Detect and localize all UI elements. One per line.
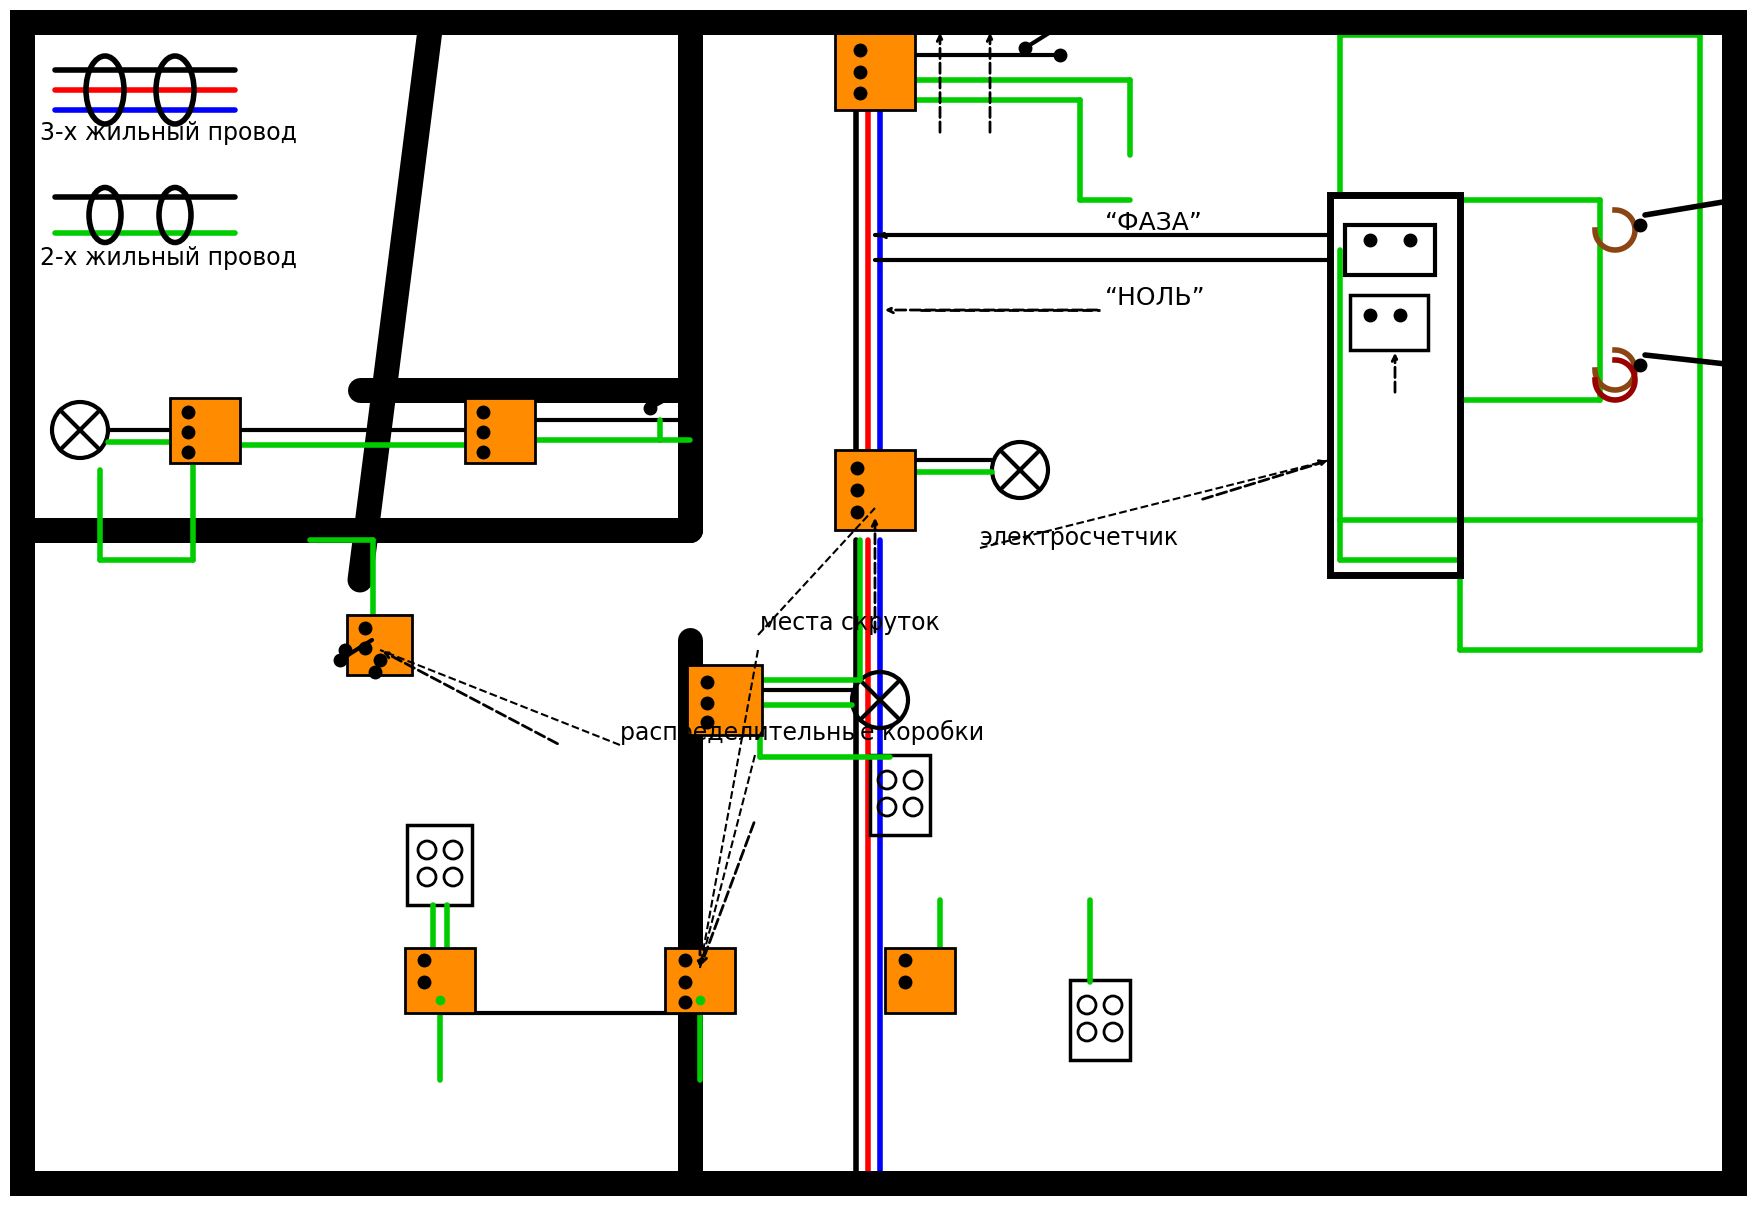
Bar xyxy=(1329,195,1458,575)
Bar xyxy=(1350,295,1427,349)
Bar xyxy=(869,756,930,835)
Bar xyxy=(465,398,535,463)
Bar xyxy=(170,398,240,463)
Bar xyxy=(407,825,472,905)
Bar xyxy=(885,947,955,1012)
Bar xyxy=(405,947,476,1012)
Text: “НОЛЬ”: “НОЛЬ” xyxy=(1104,286,1206,310)
Text: “ФАЗА”: “ФАЗА” xyxy=(1104,211,1202,235)
Text: места скруток: места скруток xyxy=(760,611,939,635)
Bar xyxy=(688,665,762,735)
Bar xyxy=(347,615,412,675)
Bar xyxy=(1344,225,1434,275)
Bar xyxy=(835,30,914,110)
Text: 3-х жильный провод: 3-х жильный провод xyxy=(40,120,297,145)
Bar xyxy=(665,947,735,1012)
Bar xyxy=(835,449,914,530)
Bar xyxy=(1069,980,1130,1060)
Text: электросчетчик: электросчетчик xyxy=(979,527,1178,549)
Text: 2-х жильный провод: 2-х жильный провод xyxy=(40,246,297,270)
Text: распределительные коробки: распределительные коробки xyxy=(620,719,983,745)
